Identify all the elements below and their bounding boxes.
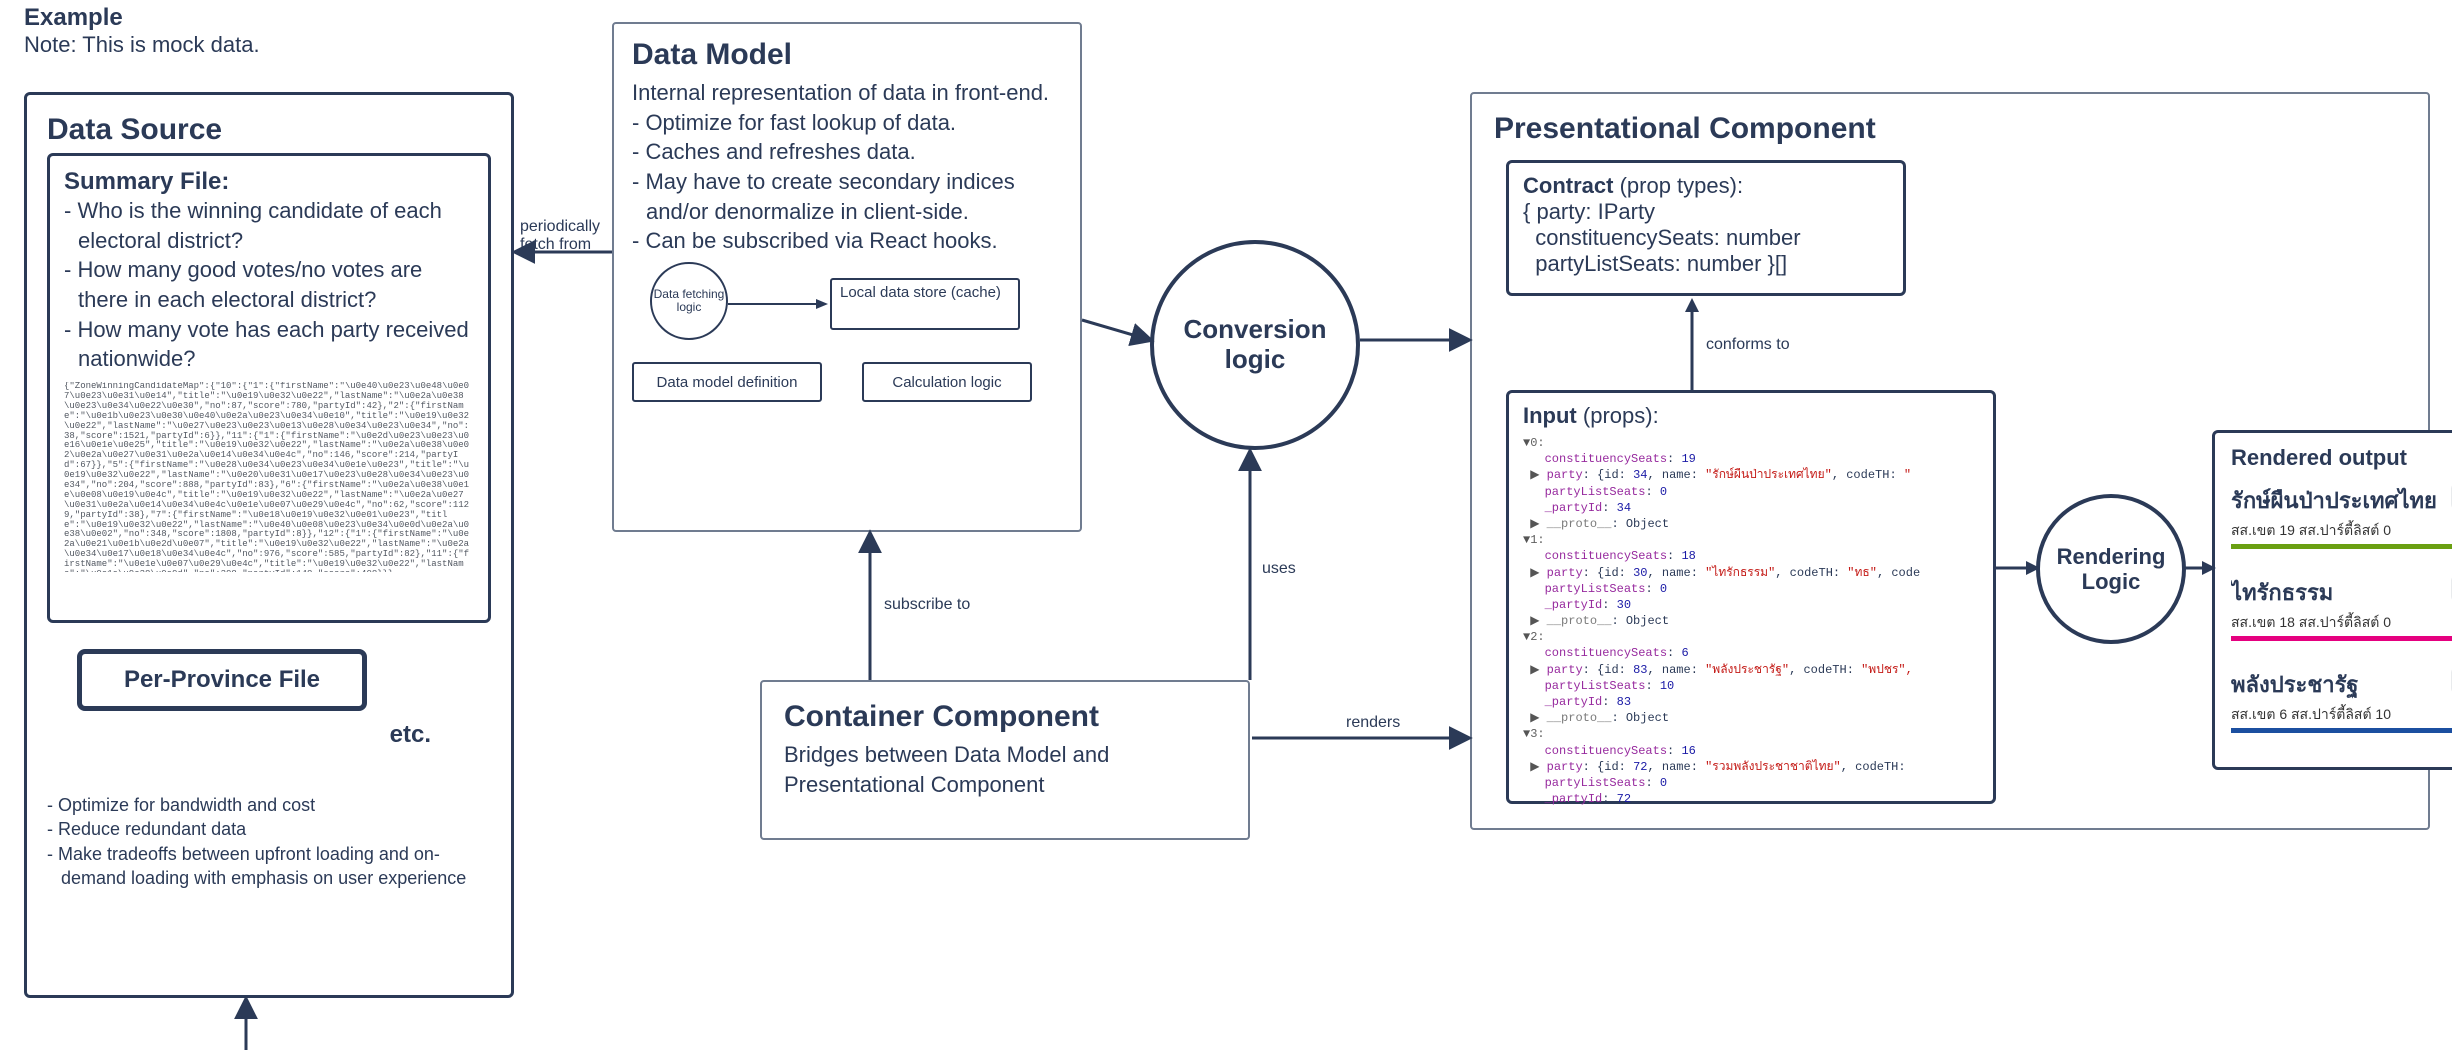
data-source-bullets: - Optimize for bandwidth and cost - Redu…	[47, 793, 491, 890]
container-title: Container Component	[784, 700, 1226, 734]
arrow-icon	[1996, 560, 2040, 576]
contract-line1: { party: IParty	[1523, 199, 1889, 225]
presentational-title: Presentational Component	[1494, 112, 2406, 146]
data-model-definition-node: Data model definition	[632, 362, 822, 402]
input-props-box: Input (props): ▼0: constituencySeats: 19…	[1506, 390, 1996, 804]
dm-bullet-1: - Optimize for fast lookup of data.	[632, 108, 1062, 138]
party-color-bar	[2231, 544, 2452, 549]
data-model-desc: Internal representation of data in front…	[632, 78, 1062, 108]
dm-bullet-3: - May have to create secondary indices a…	[632, 167, 1032, 226]
summary-heading: Summary File:	[64, 168, 474, 196]
example-note: Note: This is mock data.	[24, 32, 260, 58]
contract-line2: constituencySeats: number	[1523, 225, 1889, 251]
ds-bullet-1: - Optimize for bandwidth and cost	[47, 793, 491, 817]
calc-logic-label: Calculation logic	[892, 374, 1001, 391]
rendered-output-title: Rendered output	[2231, 445, 2452, 471]
contract-heading: Contract	[1523, 173, 1613, 198]
contract-box: Contract (prop types): { party: IParty c…	[1506, 160, 1906, 296]
model-def-label: Data model definition	[657, 374, 798, 391]
etc-label: etc.	[47, 721, 491, 749]
contract-line3: partyListSeats: number }[]	[1523, 251, 1889, 277]
rendered-output-row: รักษ์ผืนป่าประเทศไทย19สส.เขต 19 สส.ปาร์ต…	[2231, 483, 2452, 549]
data-fetching-label: Data fetching logic	[652, 288, 726, 314]
party-color-bar	[2231, 636, 2452, 641]
rendered-output-row: พลังประชารัฐ16สส.เขต 6 สส.ปาร์ตี้ลิสต์ 1…	[2231, 667, 2452, 733]
edge-label-uses: uses	[1262, 560, 1296, 578]
local-store-label: Local data store (cache)	[840, 284, 1001, 301]
rendered-output-row: ไทรักธรรม18สส.เขต 18 สส.ปาร์ตี้ลิสต์ 0	[2231, 575, 2452, 641]
local-data-store-node: Local data store (cache)	[830, 278, 1020, 330]
container-component-box: Container Component Bridges between Data…	[760, 680, 1250, 840]
seat-breakdown: สส.เขต 6 สส.ปาร์ตี้ลิสต์ 10	[2231, 704, 2452, 726]
props-inspector: ▼0: constituencySeats: 19 ▶ party: {id: …	[1523, 435, 1979, 807]
dm-bullet-2: - Caches and refreshes data.	[632, 137, 1062, 167]
seat-breakdown: สส.เขต 19 สส.ปาร์ตี้ลิสต์ 0	[2231, 520, 2452, 542]
data-source-title: Data Source	[47, 113, 491, 147]
rendering-label: Rendering Logic	[2040, 544, 2182, 595]
data-model-title: Data Model	[632, 38, 1062, 72]
summary-q2: - How many good votes/no votes are there…	[64, 255, 474, 314]
party-color-bar	[2231, 728, 2452, 733]
rendering-logic-node: Rendering Logic	[2036, 494, 2186, 644]
presentational-component-box: Presentational Component Contract (prop …	[1470, 92, 2430, 830]
arrow-icon	[728, 298, 828, 310]
edge-label-conforms: conforms to	[1706, 336, 1790, 354]
input-heading: Input	[1523, 403, 1577, 428]
edge-label-subscribe: subscribe to	[884, 596, 970, 614]
party-name: ไทรักธรรม	[2231, 575, 2333, 610]
summary-json-blob: {"ZoneWinningCandidateMap":{"10":{"1":{"…	[64, 382, 474, 572]
ds-bullet-2: - Reduce redundant data	[47, 817, 491, 841]
conversion-label: Conversion logic	[1154, 315, 1356, 375]
diagram-canvas: Example Note: This is mock data. Data So…	[0, 0, 2452, 1064]
per-province-file-button: Per-Province File	[77, 649, 367, 711]
example-heading: Example Note: This is mock data.	[24, 4, 260, 58]
per-province-label: Per-Province File	[124, 666, 320, 694]
rendered-output-box: Rendered output รักษ์ผืนป่าประเทศไทย19สส…	[2212, 430, 2452, 770]
party-name: พลังประชารัฐ	[2231, 667, 2359, 702]
input-heading-note: (props):	[1577, 403, 1659, 428]
summary-q3: - How many vote has each party received …	[64, 315, 474, 374]
ds-bullet-3: - Make tradeoffs between upfront loading…	[47, 842, 467, 891]
summary-file-box: Summary File: - Who is the winning candi…	[47, 153, 491, 623]
calculation-logic-node: Calculation logic	[862, 362, 1032, 402]
data-fetching-logic-node: Data fetching logic	[650, 262, 728, 340]
example-label: Example	[24, 4, 260, 32]
arrow-icon	[2184, 560, 2216, 576]
seat-breakdown: สส.เขต 18 สส.ปาร์ตี้ลิสต์ 0	[2231, 612, 2452, 634]
rendered-output-rows: รักษ์ผืนป่าประเทศไทย19สส.เขต 19 สส.ปาร์ต…	[2231, 483, 2452, 733]
arrow-icon	[1682, 298, 1702, 390]
data-source-box: Data Source Summary File: - Who is the w…	[24, 92, 514, 998]
dm-bullet-4: - Can be subscribed via React hooks.	[632, 226, 1062, 256]
conversion-logic-node: Conversion logic	[1150, 240, 1360, 450]
container-desc: Bridges between Data Model and Presentat…	[784, 740, 1226, 799]
contract-heading-note: (prop types):	[1613, 173, 1743, 198]
edge-label-renders: renders	[1346, 714, 1400, 732]
edge-label-fetch: periodically fetch from	[520, 218, 610, 253]
party-name: รักษ์ผืนป่าประเทศไทย	[2231, 483, 2437, 518]
data-model-box: Data Model Internal representation of da…	[612, 22, 1082, 532]
summary-q1: - Who is the winning candidate of each e…	[64, 196, 474, 255]
